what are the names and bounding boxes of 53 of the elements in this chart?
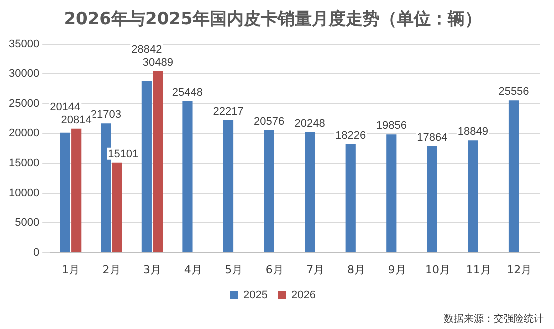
data-label: 18226	[336, 130, 366, 142]
x-tick-label: 6月	[266, 263, 284, 276]
bar	[508, 100, 520, 252]
data-label: 17864	[417, 132, 448, 144]
x-tick-label: 12月	[507, 263, 532, 276]
data-label: 22217	[213, 106, 244, 118]
y-tick-label: 15000	[8, 158, 40, 170]
bar	[386, 134, 397, 252]
data-label: 25448	[172, 86, 204, 99]
y-tick-label: 5000	[15, 217, 40, 230]
legend-label: 2026	[292, 290, 316, 302]
bar	[60, 132, 70, 252]
data-label: 15101	[108, 148, 139, 160]
bar	[264, 130, 274, 252]
x-tick-label: 11月	[466, 263, 492, 276]
legend-label: 2025	[244, 290, 268, 302]
chart-title: 2026年与2025年国内皮卡销量月度走势（单位：辆）	[64, 10, 482, 30]
data-label: 28842	[132, 44, 162, 56]
data-label: 25556	[498, 86, 530, 98]
bar	[346, 144, 356, 252]
y-tick-label: 35000	[8, 38, 40, 50]
bar	[142, 81, 152, 252]
x-tick-label: 10月	[426, 263, 451, 276]
bar	[153, 71, 164, 252]
bar	[468, 140, 478, 252]
data-label: 18849	[458, 126, 489, 138]
data-label: 20576	[254, 116, 285, 128]
bar	[72, 128, 82, 252]
x-tick-label: 8月	[347, 263, 366, 276]
y-tick-label: 30000	[8, 68, 40, 80]
x-tick-label: 7月	[306, 263, 325, 276]
x-tick-label: 4月	[184, 263, 202, 276]
x-tick-label: 2月	[102, 263, 121, 276]
source-note: 数据来源：交强险统计	[444, 312, 544, 326]
bar	[305, 132, 316, 252]
x-tick-label: 9月	[388, 263, 406, 276]
y-tick-label: 0	[33, 246, 40, 259]
data-label: 20814	[61, 114, 92, 126]
x-tick-label: 5月	[225, 263, 244, 276]
data-label: 21703	[90, 109, 122, 122]
data-label: 20144	[50, 101, 81, 114]
data-label: 19856	[376, 120, 407, 132]
bar	[112, 162, 122, 252]
bar	[427, 146, 438, 252]
bar	[182, 101, 193, 252]
x-tick-label: 3月	[144, 263, 162, 276]
data-label: 20248	[294, 118, 326, 130]
y-tick-label: 10000	[8, 187, 40, 200]
y-tick-label: 20000	[8, 128, 40, 140]
bar	[223, 120, 234, 252]
data-label: 30489	[142, 56, 174, 69]
x-tick-label: 1月	[62, 263, 80, 276]
y-tick-label: 25000	[8, 98, 40, 110]
